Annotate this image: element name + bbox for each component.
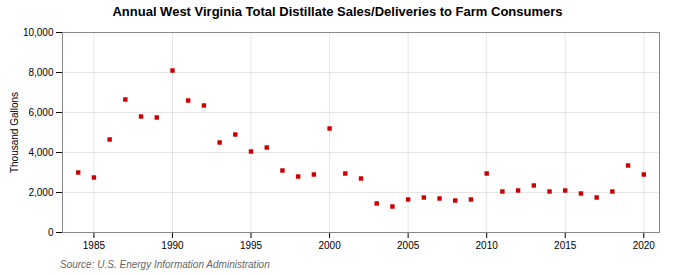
svg-text:2010: 2010 [476,240,499,251]
svg-text:1985: 1985 [83,240,106,251]
html-text:Source: U.S. Energy Informatio: Source: U.S. Energy Information Administ… [60,259,270,270]
svg-text:Thousand Gallons: Thousand Gallons [9,92,20,173]
svg-text:2005: 2005 [397,240,420,251]
svg-text:1995: 1995 [240,240,263,251]
svg-text:2000: 2000 [318,240,341,251]
svg-text:4,000: 4,000 [28,147,53,158]
svg-text:6,000: 6,000 [28,107,53,118]
svg-text:2,000: 2,000 [28,187,53,198]
svg-text:0: 0 [48,227,54,238]
svg-text:8,000: 8,000 [28,67,53,78]
svg-text:10,000: 10,000 [23,27,54,38]
svg-text:2015: 2015 [554,240,577,251]
svg-text:1990: 1990 [161,240,184,251]
svg-text:2020: 2020 [633,240,656,251]
html-text:Annual West Virginia Total Dis: Annual West Virginia Total Distillate Sa… [112,4,563,19]
